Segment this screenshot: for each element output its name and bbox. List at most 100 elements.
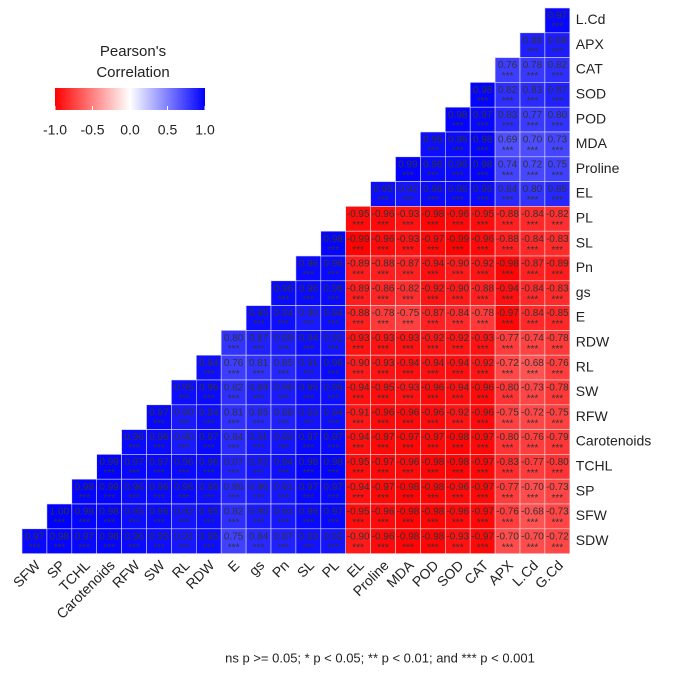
cell-value: -0.96: [372, 234, 395, 245]
row-label: E: [576, 309, 585, 325]
row-label: gs: [576, 284, 591, 300]
cell-significance: ***: [477, 195, 489, 206]
heatmap-cell: [345, 206, 371, 232]
cell-value: 0.92: [249, 457, 269, 468]
cell-significance: ***: [452, 344, 464, 355]
heatmap-cell: [469, 379, 496, 406]
cell-value: -0.80: [546, 457, 569, 468]
cell-value: 0.95: [199, 482, 219, 493]
cell-value: -0.96: [471, 383, 494, 394]
cell-significance: ***: [278, 493, 290, 504]
cell-value: 0.78: [523, 60, 543, 71]
heatmap-cell: [320, 503, 346, 530]
heatmap-cell: [245, 404, 272, 430]
cell-value: 0.75: [548, 159, 568, 170]
cell-significance: ***: [502, 195, 514, 206]
cell-significance: ***: [377, 294, 389, 305]
cell-value: -0.98: [421, 507, 444, 518]
cell-value: 0.96: [199, 457, 219, 468]
heatmap-cell: [469, 206, 496, 232]
cell-significance: ***: [352, 245, 364, 256]
cell-significance: ***: [303, 418, 315, 429]
cell-value: -0.73: [546, 507, 569, 518]
cell-significance: ***: [552, 542, 564, 553]
cell-value: -0.89: [546, 259, 569, 270]
cell-significance: ***: [477, 319, 489, 330]
heatmap-cell: [544, 528, 571, 554]
cell-significance: ***: [377, 195, 389, 206]
heatmap-cell: [71, 528, 98, 554]
cell-value: -0.92: [421, 283, 444, 294]
cell-value: -0.86: [372, 283, 395, 294]
cell-significance: ***: [253, 344, 265, 355]
cell-significance: ***: [502, 170, 514, 181]
heatmap-cell: [295, 354, 322, 381]
heatmap-cell: [494, 230, 521, 257]
column-label: G.Cd: [532, 557, 566, 591]
cell-significance: ***: [427, 468, 439, 479]
heatmap-cell: [544, 354, 571, 381]
heatmap-cell: [295, 503, 322, 530]
cell-value: -0.95: [372, 383, 395, 394]
cell-significance: ***: [402, 294, 414, 305]
cell-value: 0.91: [249, 432, 269, 443]
cell-significance: ***: [477, 394, 489, 405]
cell-value: 0.96: [149, 507, 169, 518]
cell-significance: ***: [552, 319, 564, 330]
cell-significance: ***: [502, 518, 514, 529]
cell-significance: ***: [278, 518, 290, 529]
cell-value: 0.82: [498, 85, 518, 96]
cell-value: 0.95: [174, 383, 194, 394]
cell-significance: ***: [427, 542, 439, 553]
cell-significance: ***: [502, 443, 514, 454]
cell-significance: ***: [303, 344, 315, 355]
heatmap-cell: [345, 478, 371, 505]
column-label: POD: [409, 557, 442, 590]
cell-value: 0.96: [124, 432, 144, 443]
cell-value: 0.99: [398, 159, 418, 170]
cell-value: -0.78: [546, 383, 569, 394]
heatmap-cell: [245, 330, 272, 356]
heatmap-cell: [494, 255, 521, 282]
heatmap-cell: [196, 478, 222, 505]
heatmap-cell: [320, 528, 346, 554]
cell-value: -0.98: [496, 259, 519, 270]
cell-significance: ***: [452, 245, 464, 256]
cell-value: 0.99: [99, 457, 119, 468]
cell-value: -0.90: [347, 358, 370, 369]
cell-significance: ***: [452, 319, 464, 330]
cell-value: 0.74: [498, 159, 518, 170]
cell-value: -0.92: [446, 333, 469, 344]
cell-significance: ***: [427, 294, 439, 305]
cell-significance: ***: [477, 443, 489, 454]
row-label: RFW: [576, 408, 609, 424]
heatmap-cell: [519, 230, 546, 257]
cell-value: -0.92: [446, 407, 469, 418]
cell-value: 0.82: [224, 507, 244, 518]
heatmap-cell: [519, 305, 546, 331]
cell-significance: ***: [452, 394, 464, 405]
cell-value: -0.97: [397, 432, 420, 443]
heatmap-cell: [420, 156, 446, 182]
cell-value: -0.99: [446, 234, 469, 245]
cell-value: -0.83: [546, 234, 569, 245]
heatmap-cell: [345, 255, 371, 282]
row-label: L.Cd: [576, 11, 606, 27]
cell-value: 0.91: [299, 358, 319, 369]
cell-significance: ***: [427, 245, 439, 256]
cell-significance: ***: [477, 418, 489, 429]
cell-value: -0.96: [372, 407, 395, 418]
cell-significance: ***: [228, 394, 240, 405]
cell-value: -0.94: [347, 432, 370, 443]
cell-significance: ***: [427, 319, 439, 330]
heatmap-cell: [444, 156, 471, 182]
cell-significance: ***: [178, 518, 190, 529]
cell-value: 0.96: [199, 383, 219, 394]
cell-significance: ***: [203, 443, 215, 454]
cell-value: 0.81: [224, 407, 244, 418]
cell-value: 0.96: [423, 159, 443, 170]
cell-significance: ***: [327, 468, 339, 479]
row-label: SFW: [576, 507, 608, 523]
cell-significance: ***: [228, 493, 240, 504]
color-bar-label: -1.0: [43, 122, 67, 138]
